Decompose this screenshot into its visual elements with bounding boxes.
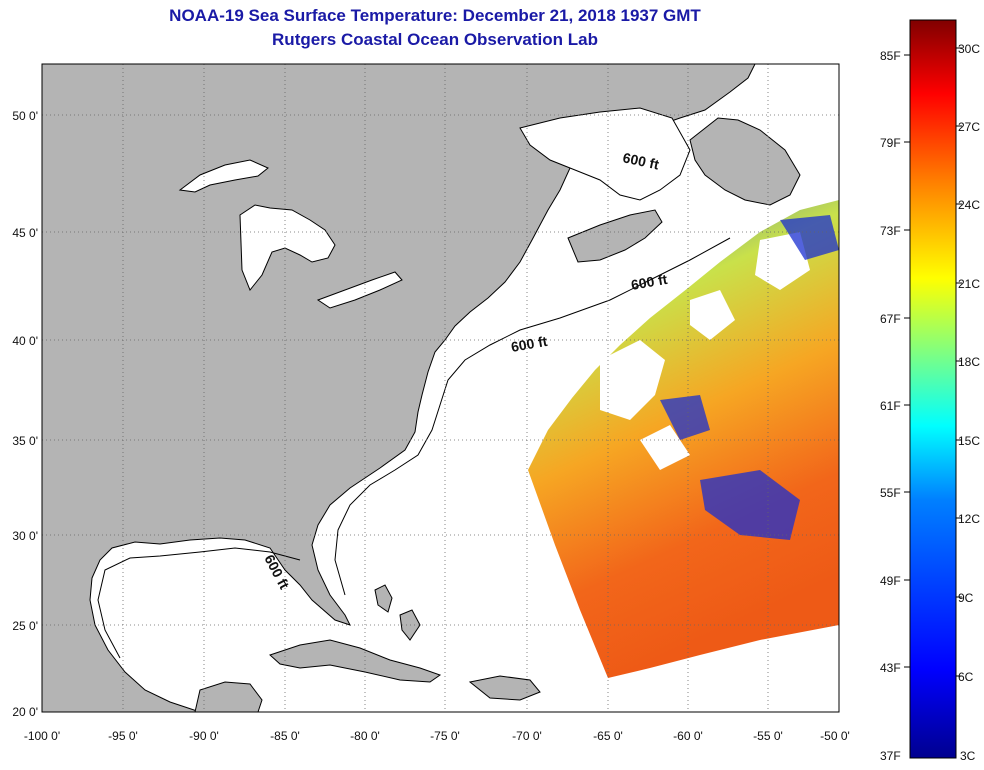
cuba bbox=[269, 639, 442, 683]
colorbar-f-label: 79F bbox=[880, 136, 901, 150]
lon-label: -55 0' bbox=[753, 729, 783, 743]
colorbar-f-label: 49F bbox=[880, 574, 901, 588]
contour-label: 600 ft bbox=[510, 333, 549, 355]
lon-label: -70 0' bbox=[512, 729, 542, 743]
lon-label: -85 0' bbox=[270, 729, 300, 743]
yucatan bbox=[194, 681, 263, 712]
colorbar-c-label: 24C bbox=[958, 198, 980, 212]
lon-label: -60 0' bbox=[673, 729, 703, 743]
colorbar-f-label: 67F bbox=[880, 312, 901, 326]
graticule bbox=[42, 64, 839, 712]
lon-label: -80 0' bbox=[350, 729, 380, 743]
lake-erie-ontario bbox=[316, 271, 403, 309]
colorbar-c-label: 12C bbox=[958, 512, 980, 526]
lat-label: 20 0' bbox=[12, 705, 38, 719]
cold-water-patch bbox=[660, 215, 839, 540]
sst-swath bbox=[528, 200, 839, 678]
colorbar-c-label: 27C bbox=[958, 120, 980, 134]
map-subtitle: Rutgers Coastal Ocean Observation Lab bbox=[272, 30, 598, 49]
colorbar-c-label: 3C bbox=[960, 749, 976, 763]
lon-label: -50 0' bbox=[820, 729, 850, 743]
colorbar-f-label: 61F bbox=[880, 399, 901, 413]
colorbar-c-label: 6C bbox=[958, 670, 974, 684]
colorbar-c-label: 18C bbox=[958, 355, 980, 369]
gulf-st-lawrence bbox=[519, 107, 691, 201]
lake-superior bbox=[178, 159, 269, 193]
bahamas bbox=[374, 584, 421, 641]
lat-label: 50 0' bbox=[12, 109, 38, 123]
map-title: NOAA-19 Sea Surface Temperature: Decembe… bbox=[169, 6, 701, 25]
contour-label: 600 ft bbox=[621, 149, 660, 172]
colorbar-ticks bbox=[904, 47, 962, 677]
contour-label: 600 ft bbox=[630, 271, 669, 293]
colorbar-c-label: 30C bbox=[958, 42, 980, 56]
lon-label: -90 0' bbox=[189, 729, 219, 743]
cloud-patch bbox=[600, 232, 810, 470]
map-frame bbox=[41, 63, 840, 713]
lat-label: 35 0' bbox=[12, 434, 38, 448]
lon-label: -95 0' bbox=[108, 729, 138, 743]
colorbar-f-label: 55F bbox=[880, 486, 901, 500]
lat-label: 40 0' bbox=[12, 334, 38, 348]
colorbar-f-label: 85F bbox=[880, 49, 901, 63]
contour-600ft bbox=[334, 237, 731, 596]
colorbar-f-label: 73F bbox=[880, 224, 901, 238]
colorbar-c-label: 21C bbox=[958, 277, 980, 291]
lon-label: -65 0' bbox=[593, 729, 623, 743]
colorbar-c-label: 9C bbox=[958, 591, 974, 605]
colorbar-f-label: 37F bbox=[880, 749, 901, 763]
lon-label: -100 0' bbox=[24, 729, 60, 743]
colorbar-f-label: 43F bbox=[880, 661, 901, 675]
lat-label: 25 0' bbox=[12, 619, 38, 633]
hispaniola bbox=[468, 675, 541, 701]
lon-label: -75 0' bbox=[430, 729, 460, 743]
lat-label: 30 0' bbox=[12, 529, 38, 543]
colorbar-c-label: 15C bbox=[958, 434, 980, 448]
newfoundland bbox=[689, 117, 801, 206]
nova-scotia bbox=[567, 209, 663, 263]
lake-michigan-huron bbox=[239, 204, 336, 291]
contour-600ft-gulf bbox=[97, 547, 301, 659]
colorbar bbox=[909, 19, 957, 759]
lat-label: 45 0' bbox=[12, 226, 38, 240]
